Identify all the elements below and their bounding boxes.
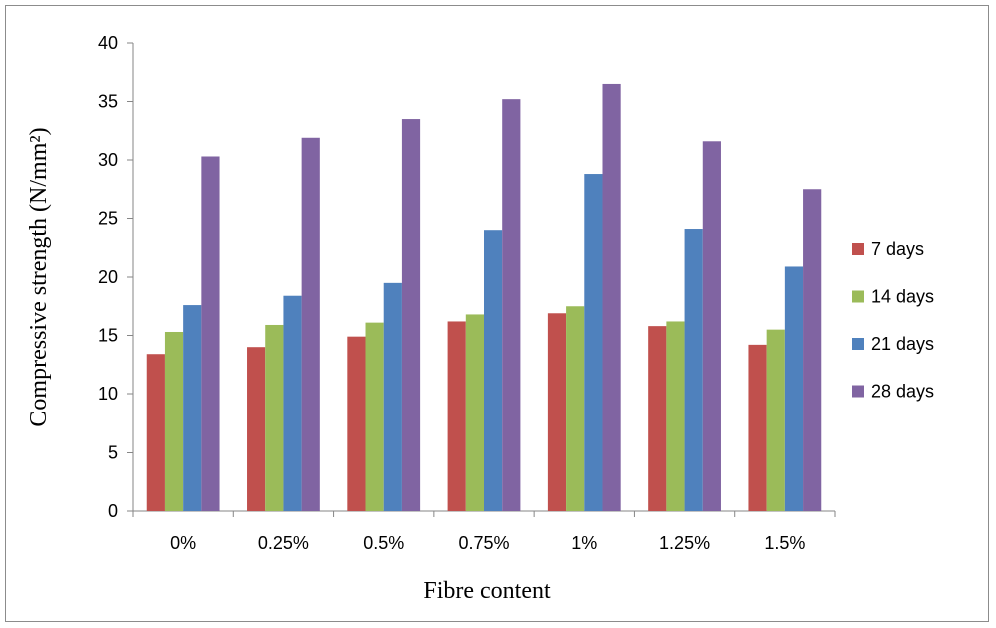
x-tick-label: 1.5% — [764, 533, 805, 553]
bar-7-days-0.25pct — [247, 347, 266, 511]
y-tick-label: 5 — [108, 443, 118, 463]
bar-7-days-0pct — [146, 354, 165, 511]
x-tick-label: 1.25% — [659, 533, 710, 553]
legend-label: 14 days — [871, 287, 934, 307]
bar-21-days-0.5pct — [383, 282, 402, 511]
x-tick-label: 0% — [170, 533, 196, 553]
y-tick-label: 10 — [98, 384, 118, 404]
y-tick-label: 20 — [98, 267, 118, 287]
bar-28-days-0.75pct — [502, 99, 521, 511]
x-tick-label: 0.5% — [363, 533, 404, 553]
bar-28-days-1.25pct — [702, 141, 721, 511]
bar-28-days-0.5pct — [401, 119, 421, 512]
x-tick-label: 0.75% — [458, 533, 509, 553]
legend-swatch — [852, 385, 864, 398]
legend-swatch — [852, 243, 864, 255]
x-tick-label: 1% — [571, 533, 597, 553]
bar-28-days-0.25pct — [301, 137, 320, 511]
y-axis-title: Compressive strength (N/mm²) — [26, 127, 52, 426]
tick-labels: 0 5 10 15 20 25 30 35 40 0% 0.25% 0.5% 0.75% 1% 1.25% 1… — [98, 33, 805, 553]
bar-7-days-0.5pct — [347, 336, 366, 511]
y-tick-label: 35 — [98, 92, 118, 112]
bar-21-days-0.75pct — [484, 230, 503, 511]
bar-7-days-1.5pct — [748, 344, 767, 511]
bar-7-days-0.75pct — [447, 321, 466, 511]
bar-14-days-0.5pct — [365, 322, 384, 511]
bar-14-days-0.25pct — [265, 324, 284, 511]
bar-21-days-1pct — [584, 174, 603, 512]
bar-14-days-1.25pct — [666, 321, 685, 511]
legend-label: 7 days — [871, 239, 924, 259]
y-tick-label: 15 — [98, 326, 118, 346]
legend: 7 days 14 days 21 days 28 days — [852, 239, 934, 402]
x-axis-title: Fibre content — [423, 578, 551, 604]
bar-28-days-1.5pct — [803, 189, 822, 511]
y-tick-label: 0 — [108, 501, 118, 521]
bar-28-days-1pct — [602, 83, 621, 511]
bar-21-days-0pct — [183, 305, 202, 511]
y-tick-label: 40 — [98, 33, 118, 53]
bar-7-days-1.25pct — [648, 326, 667, 511]
bar-28-days-0pct — [201, 156, 220, 512]
bar-7-days-1pct — [547, 313, 567, 511]
bar-14-days-1.5pct — [766, 329, 785, 511]
bar-14-days-1pct — [566, 306, 585, 511]
bar-21-days-1.25pct — [684, 229, 703, 511]
bars — [146, 83, 822, 512]
legend-label: 21 days — [871, 334, 934, 354]
y-tick-label: 30 — [98, 150, 118, 170]
x-tick-label: 0.25% — [258, 533, 309, 553]
y-tick-label: 25 — [98, 209, 118, 229]
bar-21-days-0.25pct — [283, 295, 302, 511]
legend-swatch — [852, 290, 864, 303]
bar-14-days-0pct — [164, 331, 184, 511]
bar-21-days-1.5pct — [784, 266, 804, 511]
legend-label: 28 days — [871, 382, 934, 402]
legend-swatch — [852, 338, 864, 350]
bar-14-days-0.75pct — [465, 314, 484, 511]
